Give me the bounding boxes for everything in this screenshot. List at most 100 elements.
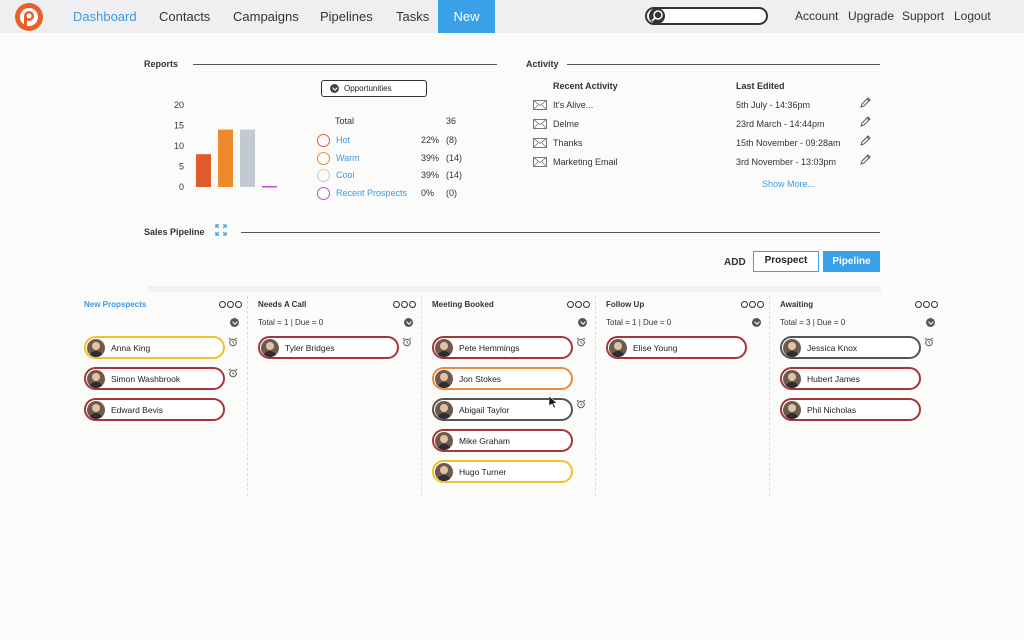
total-label: Total (335, 116, 355, 126)
alarm-clock-icon[interactable] (402, 337, 412, 347)
nav-support[interactable]: Support (902, 9, 945, 23)
legend-label[interactable]: Warm (336, 152, 360, 163)
prospect-name: Hugo Turner (459, 467, 507, 477)
avatar (435, 401, 453, 419)
column-collapse-icon[interactable] (404, 318, 413, 327)
column-title: Follow Up (606, 300, 645, 309)
prospect-card[interactable]: Phil Nicholas (780, 398, 921, 421)
alarm-clock-icon[interactable] (576, 399, 586, 409)
column-collapse-icon[interactable] (578, 318, 587, 327)
add-label: ADD (724, 257, 746, 268)
avatar (783, 339, 801, 357)
nav-dashboard[interactable]: Dashboard (73, 9, 137, 24)
avatar (783, 370, 801, 388)
legend-circle-icon[interactable] (317, 134, 330, 147)
search-input[interactable] (667, 10, 763, 22)
column-separator (421, 296, 422, 496)
bar-warm (218, 129, 233, 187)
activity-subject[interactable]: Marketing Email (553, 157, 618, 167)
prospect-card[interactable]: Hugo Turner (432, 460, 573, 483)
prospect-card[interactable]: Mike Graham (432, 429, 573, 452)
prospect-name: Abigail Taylor (459, 405, 510, 415)
prospect-name: Jon Stokes (459, 374, 502, 384)
legend-circle-icon[interactable] (317, 186, 330, 200)
expand-icon[interactable] (215, 224, 227, 236)
legend-percent: 22% (421, 135, 440, 145)
avatar (435, 432, 453, 450)
prospect-card[interactable]: Pete Hemmings (432, 336, 573, 359)
column-title: Needs A Call (258, 300, 307, 309)
prospect-name: Jessica Knox (807, 343, 858, 353)
activity-last-edited: 15th November - 09:28am (736, 138, 841, 148)
show-more-link[interactable]: Show More... (762, 179, 816, 189)
column-title: Meeting Booked (432, 300, 494, 309)
opportunities-dropdown[interactable]: Opportunities (321, 80, 427, 97)
legend-label[interactable]: Cool (336, 170, 355, 180)
column-collapse-icon[interactable] (752, 318, 761, 327)
prospect-card[interactable]: Tyler Bridges (258, 336, 399, 359)
column-options-icon[interactable] (393, 301, 416, 308)
alarm-clock-icon[interactable] (576, 337, 586, 347)
column-separator (247, 296, 248, 496)
nav-tasks[interactable]: Tasks (396, 9, 430, 24)
nav-contacts[interactable]: Contacts (159, 9, 211, 24)
column-collapse-icon[interactable] (230, 318, 239, 327)
prospect-card[interactable]: Hubert James (780, 367, 921, 390)
nav-campaigns[interactable]: Campaigns (233, 9, 299, 24)
avatar (87, 339, 105, 357)
prospect-card[interactable]: Abigail Taylor (432, 398, 573, 421)
nav-pipelines[interactable]: Pipelines (320, 9, 373, 24)
column-options-icon[interactable] (219, 301, 242, 308)
column-options-icon[interactable] (915, 301, 938, 308)
column-options-icon[interactable] (741, 301, 764, 308)
column-collapse-icon[interactable] (926, 318, 935, 327)
prospect-card[interactable]: Jon Stokes (432, 367, 573, 390)
prospect-card[interactable]: Elise Young (606, 336, 747, 359)
avatar (87, 401, 105, 419)
nav-account[interactable]: Account (795, 9, 839, 23)
prospect-name: Hubert James (807, 374, 860, 384)
reports-divider (193, 64, 497, 65)
alarm-clock-icon[interactable] (228, 368, 238, 378)
alarm-clock-icon[interactable] (924, 337, 934, 347)
activity-subject[interactable]: Delme (553, 119, 580, 129)
prospect-name: Anna King (111, 343, 151, 353)
nav-logout[interactable]: Logout (954, 9, 991, 23)
edit-pencil-icon[interactable] (860, 116, 871, 127)
nav-upgrade[interactable]: Upgrade (848, 9, 895, 23)
add-prospect-button[interactable]: Prospect (753, 251, 819, 272)
edit-pencil-icon[interactable] (860, 97, 871, 108)
activity-subject[interactable]: Thanks (553, 138, 583, 148)
bar-recent-prospects (262, 186, 277, 188)
prospect-name: Tyler Bridges (285, 343, 335, 353)
legend-label[interactable]: Recent Prospects (336, 187, 408, 198)
legend-count: (0) (446, 187, 457, 198)
nav-new-button[interactable]: New (438, 0, 495, 33)
prospect-card[interactable]: Jessica Knox (780, 336, 921, 359)
column-options-icon[interactable] (567, 301, 590, 308)
prospect-card[interactable]: Edward Bevis (84, 398, 225, 421)
logo-icon[interactable] (14, 2, 44, 32)
activity-subject[interactable]: It's Alive... (553, 100, 594, 110)
edit-pencil-icon[interactable] (860, 154, 871, 165)
pipeline-divider (241, 232, 880, 233)
edit-pencil-icon[interactable] (860, 135, 871, 146)
add-pipeline-button[interactable]: Pipeline (823, 251, 880, 272)
search-icon[interactable] (648, 8, 666, 26)
legend-circle-icon[interactable] (317, 151, 330, 165)
y-tick-label: 15 (174, 121, 184, 131)
alarm-clock-icon[interactable] (228, 337, 238, 347)
y-tick-label: 10 (174, 141, 184, 151)
legend-circle-icon[interactable] (317, 169, 330, 182)
envelope-icon (533, 100, 547, 110)
prospect-card[interactable]: Anna King (84, 336, 225, 359)
prospect-name: Elise Young (633, 343, 678, 353)
legend-label[interactable]: Hot (336, 135, 351, 145)
envelope-icon (533, 138, 547, 148)
avatar (783, 401, 801, 419)
prospect-card[interactable]: Simon Washbrook (84, 367, 225, 390)
prospect-name: Mike Graham (459, 436, 511, 446)
reports-title: Reports (144, 59, 179, 69)
column-totals: Total = 1 | Due = 0 (606, 318, 672, 327)
avatar (609, 339, 627, 357)
